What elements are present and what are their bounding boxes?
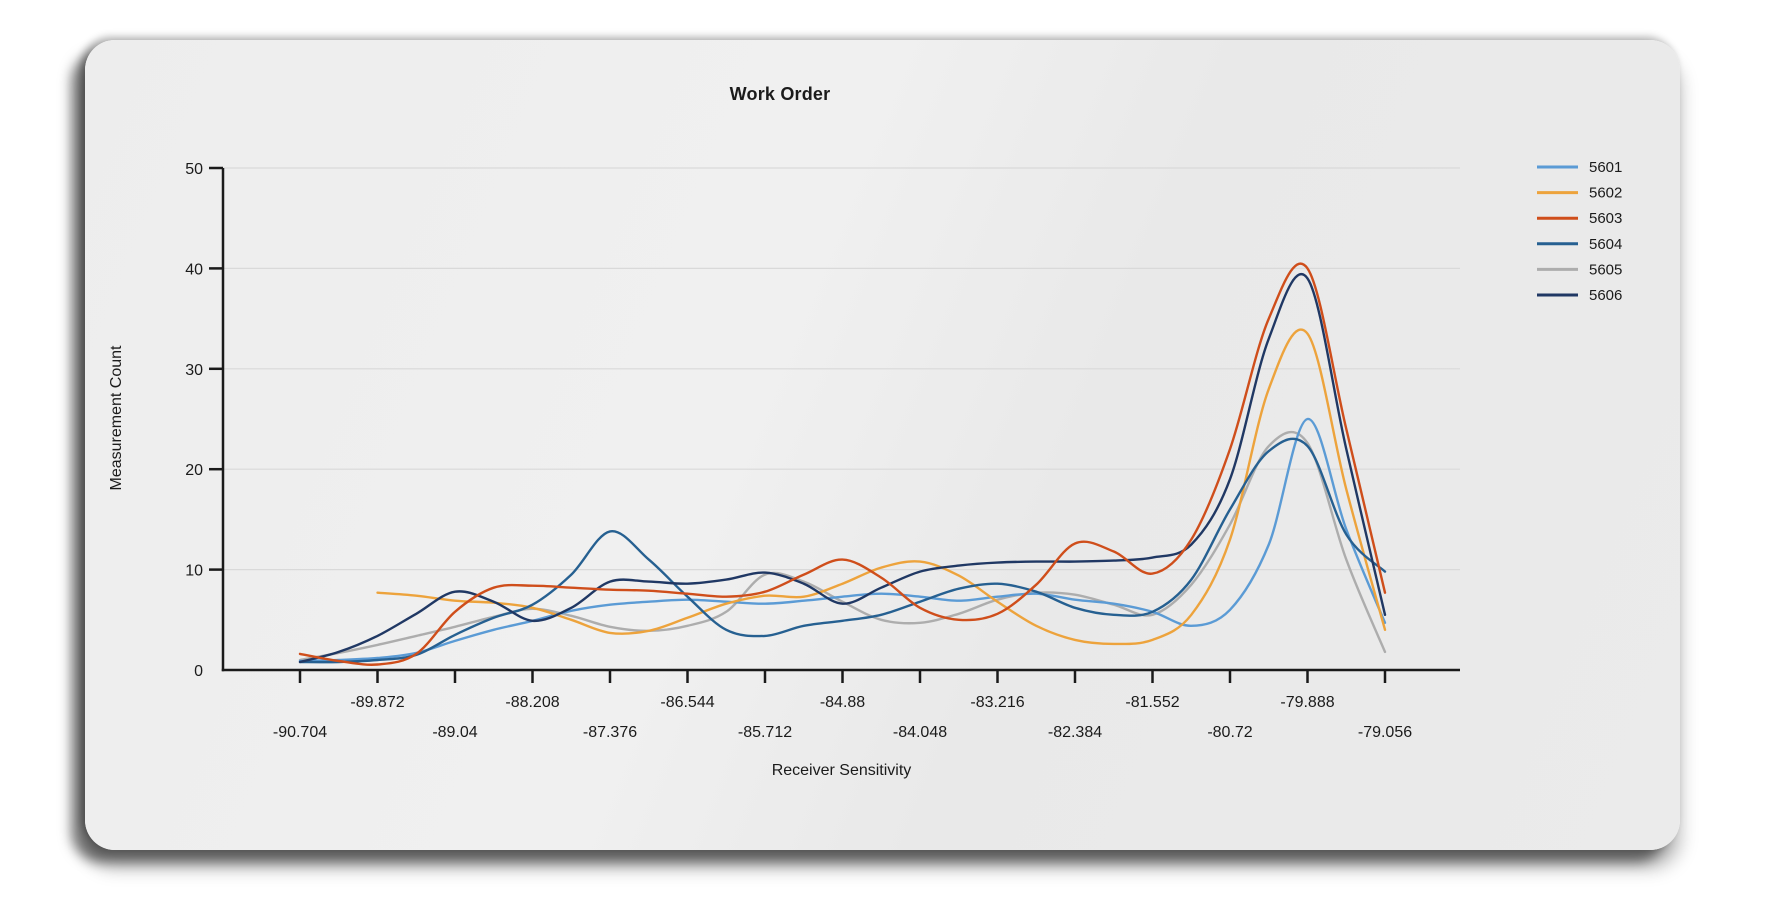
x-tick-label: -88.208: [505, 694, 559, 711]
x-tick-label: -79.056: [1358, 724, 1412, 741]
x-tick-label: -89.04: [432, 724, 477, 741]
legend-label-5606: 5606: [1589, 287, 1622, 304]
x-tick-label: -87.376: [583, 724, 637, 741]
x-tick-label: -84.88: [820, 694, 865, 711]
y-axis-title: Measurement Count: [108, 345, 125, 491]
series-line-5604: [298, 437, 1387, 664]
series-line-5602: [376, 328, 1387, 646]
series-line-5603: [298, 262, 1387, 666]
y-tick-label: 10: [185, 563, 203, 580]
x-tick-label: -82.384: [1048, 724, 1102, 741]
y-tick-label: 30: [185, 362, 203, 379]
x-tick-label: -86.544: [660, 694, 714, 711]
x-tick-label: -80.72: [1207, 724, 1252, 741]
y-tick-label: 50: [185, 161, 203, 178]
x-tick-label: -79.888: [1280, 694, 1334, 711]
legend-label-5602: 5602: [1589, 185, 1622, 202]
series-line-5606: [298, 273, 1387, 664]
x-axis-title: Receiver Sensitivity: [771, 762, 912, 779]
chart-title: Work Order: [729, 84, 831, 104]
legend-label-5603: 5603: [1589, 210, 1622, 227]
x-tick-label: -89.872: [350, 694, 404, 711]
x-tick-label: -84.048: [893, 724, 947, 741]
y-tick-label: 0: [194, 663, 203, 680]
legend-label-5601: 5601: [1589, 159, 1622, 176]
x-tick-label: -90.704: [273, 724, 327, 741]
plot-area: 0 10 20 30 40 50 -90.704 -89.872 -89.04 -88.208 -8…: [185, 159, 1622, 741]
x-tick-label: -85.712: [738, 724, 792, 741]
y-tick-label: 40: [185, 261, 203, 278]
series-line-5605: [298, 430, 1387, 662]
x-tick-label: -81.552: [1125, 694, 1179, 711]
legend-label-5604: 5604: [1589, 236, 1622, 253]
y-tick-label: 20: [185, 462, 203, 479]
legend-label-5605: 5605: [1589, 261, 1622, 278]
chart-card: Work Order 0 10 20 30 40 50 -90.704 -89.872 -89.…: [85, 40, 1680, 850]
x-tick-label: -83.216: [970, 694, 1024, 711]
